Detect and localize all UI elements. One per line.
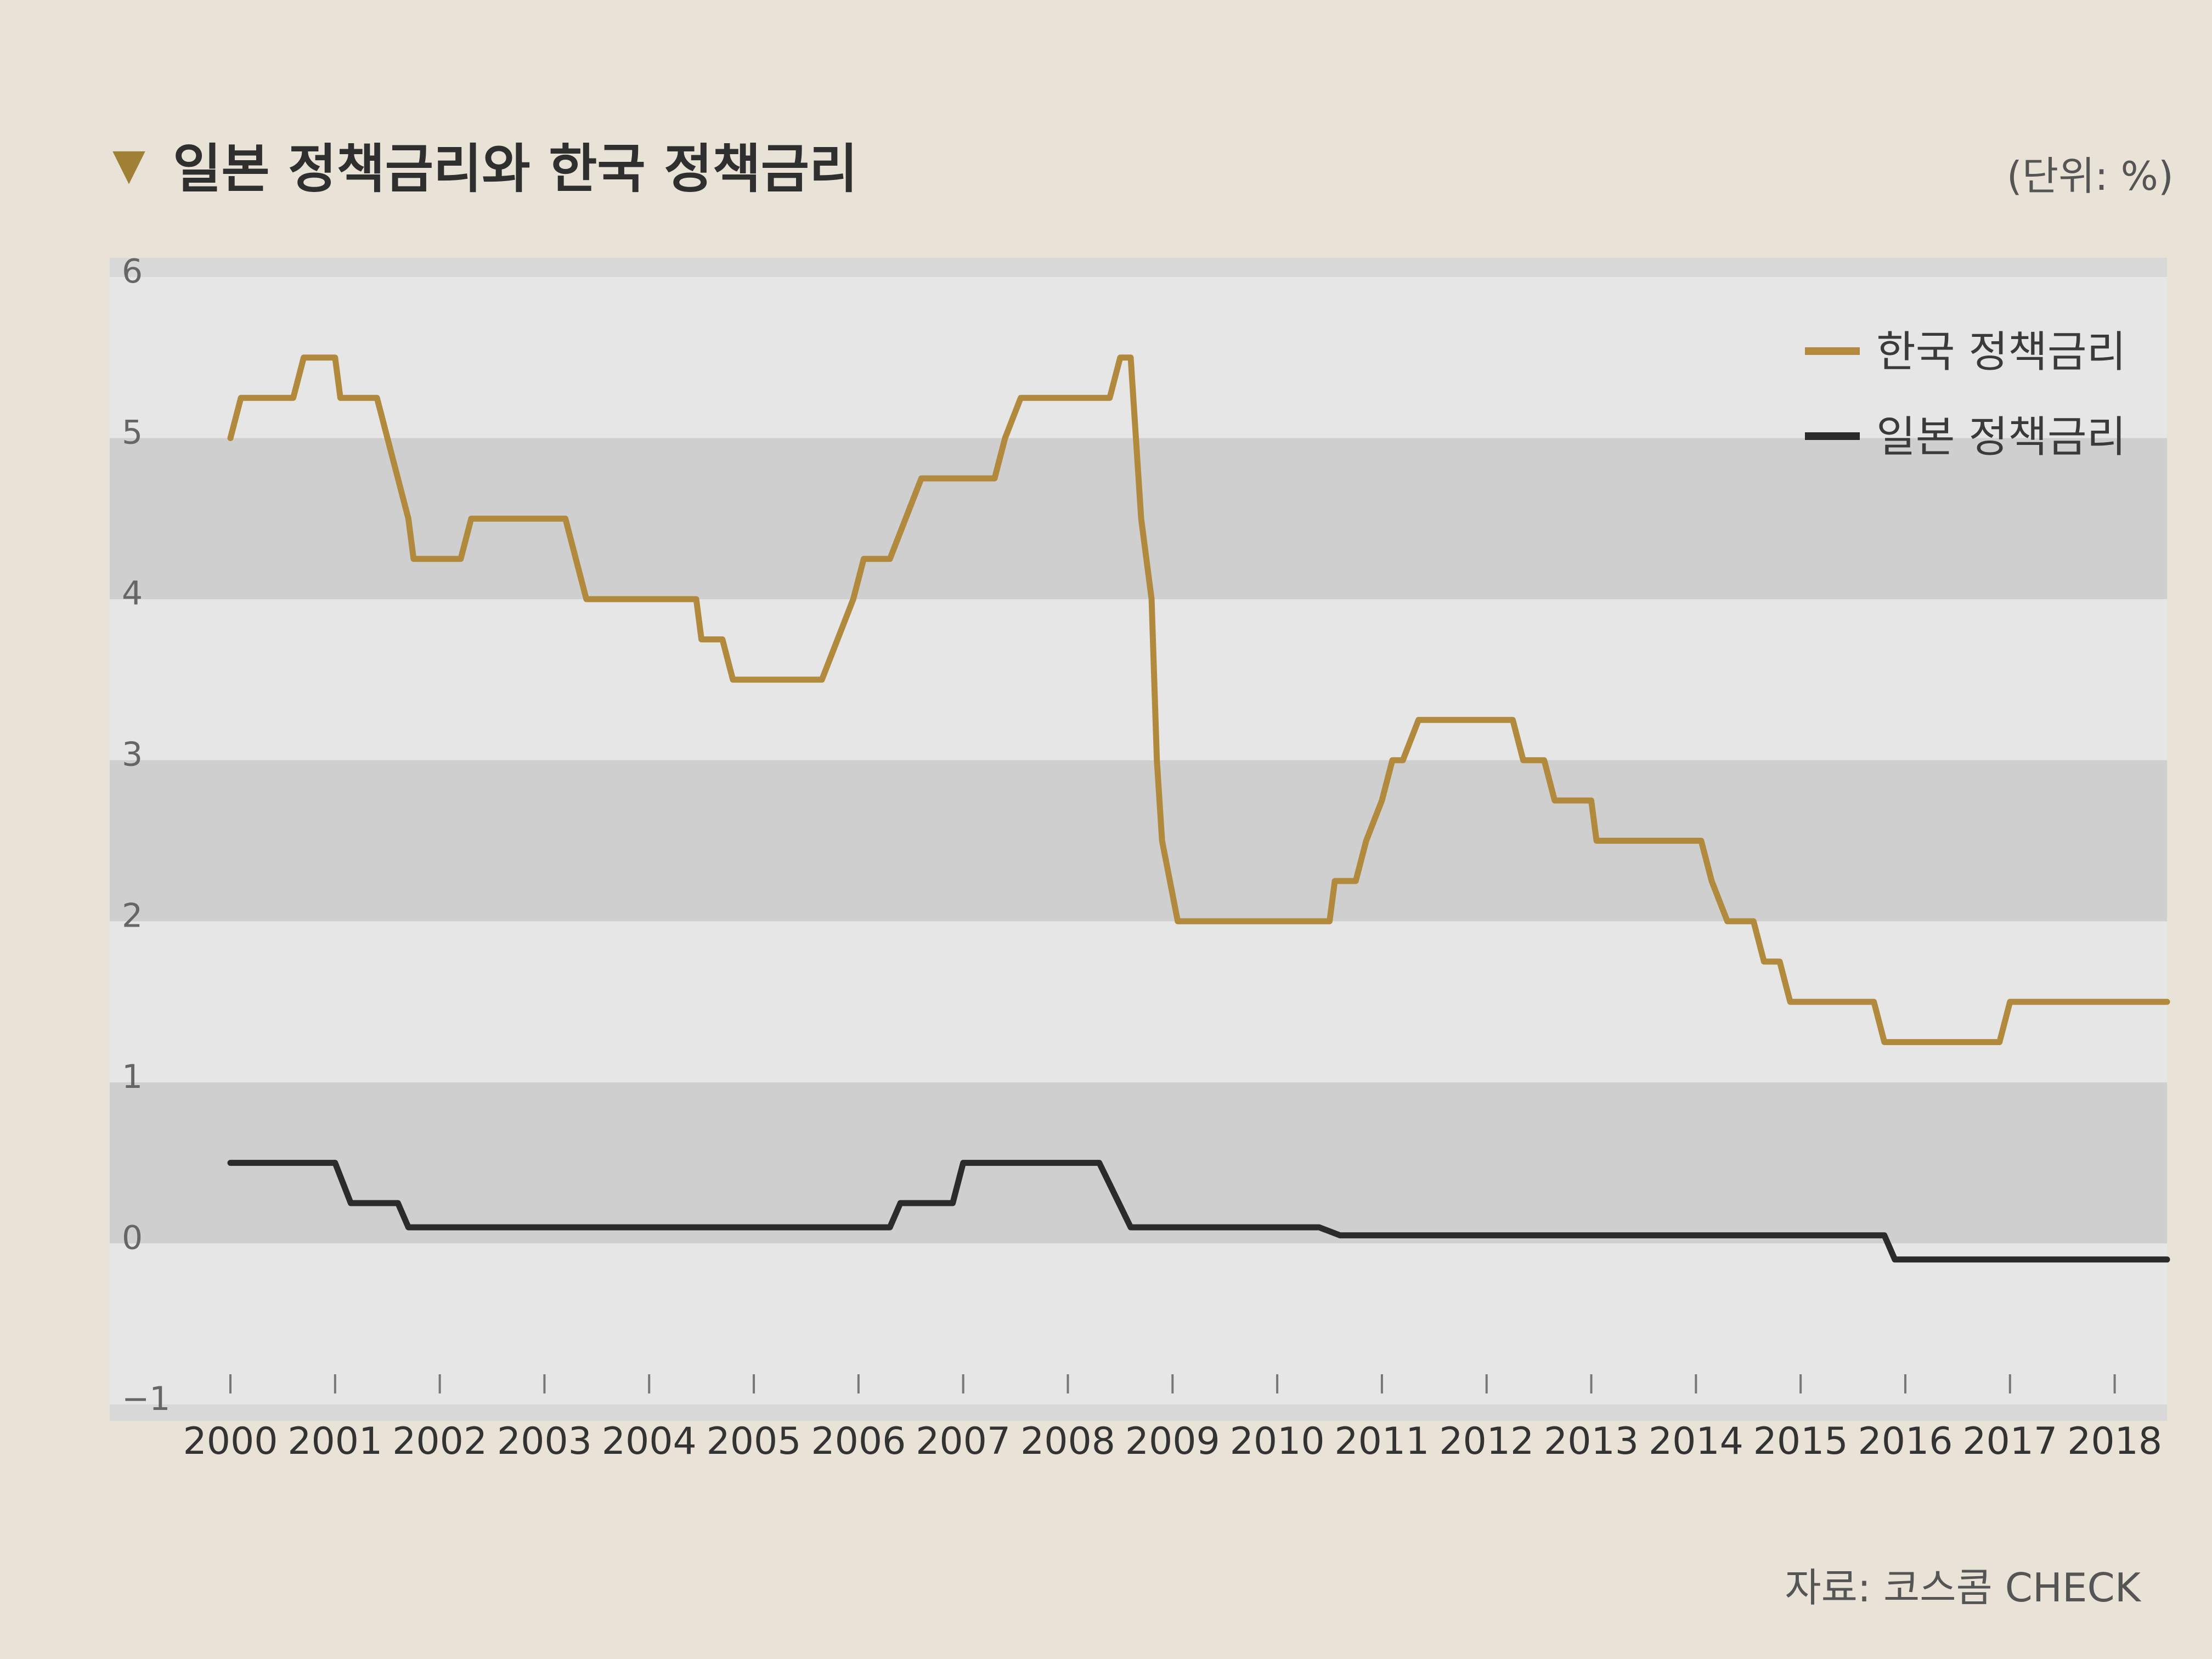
x-tick-label: 2000 xyxy=(183,1420,278,1463)
y-tick-label: 3 xyxy=(122,736,143,774)
chart-header: ▼ 일본 정책금리와 한국 정책금리 xyxy=(112,126,857,202)
band xyxy=(110,599,2167,760)
x-tick-label: 2012 xyxy=(1439,1420,1534,1463)
y-tick-label: 6 xyxy=(122,252,143,291)
x-tick-label: 2001 xyxy=(287,1420,382,1463)
band xyxy=(110,1243,2167,1404)
band xyxy=(110,760,2167,922)
x-tick-label: 2013 xyxy=(1544,1420,1639,1463)
x-tick-label: 2009 xyxy=(1125,1420,1220,1463)
unit-label: (단위: %) xyxy=(2006,153,2174,199)
x-tick-label: 2017 xyxy=(1962,1420,2057,1463)
chart-title: 일본 정책금리와 한국 정책금리 xyxy=(173,138,858,200)
x-tick-label: 2004 xyxy=(602,1420,697,1463)
legend-label-2: 일본 정책금리 xyxy=(1876,413,2126,462)
y-tick-label: −1 xyxy=(122,1380,170,1418)
band xyxy=(110,277,2167,438)
x-axis: 2000 2001 2002 2003 2004 2005 2006 2007 2008 2009… xyxy=(183,1374,2162,1463)
x-tick-label: 2018 xyxy=(2067,1420,2162,1463)
y-tick-label: 1 xyxy=(122,1058,143,1096)
x-tick-label: 2010 xyxy=(1230,1420,1325,1463)
triangle-down-icon: ▼ xyxy=(112,139,145,189)
source-note: 자료: 코스콤 CHECK xyxy=(1785,1565,2141,1611)
legend-label-1: 한국 정책금리 xyxy=(1876,328,2126,377)
y-axis: 6 5 4 3 2 1 0 −1 xyxy=(122,252,170,1418)
x-tick-label: 2014 xyxy=(1649,1420,1743,1463)
y-tick-label: 5 xyxy=(122,414,143,452)
x-tick-label: 2015 xyxy=(1753,1420,1848,1463)
x-tick-label: 2006 xyxy=(811,1420,906,1463)
x-tick-label: 2003 xyxy=(497,1420,592,1463)
x-tick-label: 2016 xyxy=(1858,1420,1953,1463)
series-line-1 xyxy=(227,354,2170,1045)
series-line-2 xyxy=(227,1160,2170,1263)
y-tick-label: 2 xyxy=(122,896,143,935)
x-tick-label: 2011 xyxy=(1334,1420,1429,1463)
x-tick-label: 2005 xyxy=(707,1420,802,1463)
x-tick-label: 2002 xyxy=(392,1420,487,1463)
chart-bands xyxy=(110,277,2167,1404)
x-tick-label: 2008 xyxy=(1020,1420,1115,1463)
series-lines xyxy=(227,354,2170,1263)
x-tick-label: 2007 xyxy=(916,1420,1011,1463)
y-tick-label: 4 xyxy=(122,574,143,613)
y-tick-label: 0 xyxy=(122,1218,143,1257)
band xyxy=(110,1082,2167,1244)
